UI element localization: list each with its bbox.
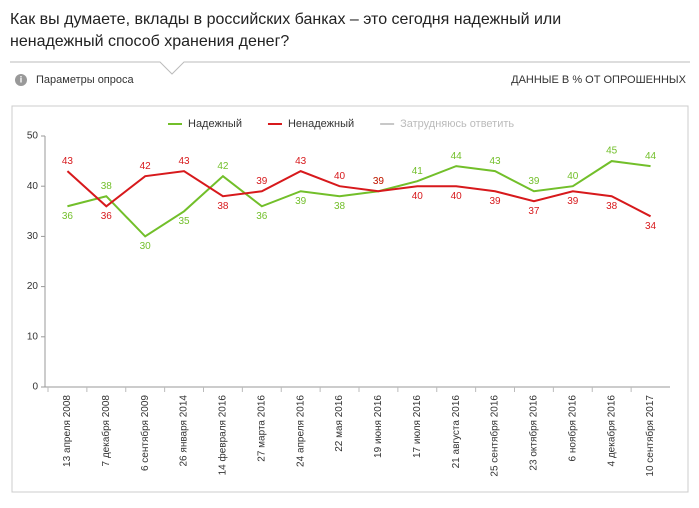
y-tick-label: 20 xyxy=(27,281,39,292)
value-label: 44 xyxy=(451,151,463,162)
x-tick-label: 19 июня 2016 xyxy=(373,395,384,458)
series-line xyxy=(66,170,652,218)
header-divider xyxy=(10,61,690,75)
chart-panel xyxy=(11,105,689,493)
y-tick-label: 0 xyxy=(32,382,38,393)
value-label: 43 xyxy=(179,156,191,167)
value-label: 43 xyxy=(62,156,74,167)
value-label: 36 xyxy=(256,211,268,222)
legend-label[interactable]: Надежный xyxy=(188,118,242,130)
y-tick-label: 50 xyxy=(27,131,39,142)
x-tick-label: 27 марта 2016 xyxy=(256,395,267,462)
x-tick-label: 14 февраля 2016 xyxy=(217,395,229,476)
value-label: 36 xyxy=(62,211,74,222)
value-label: 43 xyxy=(295,156,307,167)
x-tick-label: 4 декабря 2016 xyxy=(605,395,617,467)
value-label: 39 xyxy=(567,196,579,207)
value-label: 38 xyxy=(606,201,618,212)
x-tick-label: 26 января 2014 xyxy=(179,395,190,467)
x-tick-label: 6 сентября 2009 xyxy=(139,395,151,471)
value-label: 39 xyxy=(490,196,502,207)
value-label: 41 xyxy=(412,166,424,177)
title-line-2: ненадежный способ хранения денег? xyxy=(10,33,289,50)
value-label: 38 xyxy=(334,201,346,212)
legend-label[interactable]: Затрудняюсь ответить xyxy=(400,118,514,130)
x-tick-label: 23 октября 2016 xyxy=(528,395,540,471)
x-tick-label: 22 мая 2016 xyxy=(334,395,345,452)
value-label: 44 xyxy=(645,151,657,162)
value-label: 39 xyxy=(256,176,268,187)
value-label: 30 xyxy=(140,241,152,252)
x-tick-label: 6 ноября 2016 xyxy=(566,395,578,462)
value-label: 45 xyxy=(606,146,618,157)
value-label: 40 xyxy=(412,191,424,202)
y-tick-label: 10 xyxy=(27,331,39,342)
x-tick-label: 7 декабря 2008 xyxy=(100,395,112,467)
info-icon-glyph: i xyxy=(20,74,23,84)
info-icon[interactable] xyxy=(15,74,27,86)
y-tick-label: 40 xyxy=(27,181,39,192)
value-label: 40 xyxy=(451,191,463,202)
y-tick-label: 30 xyxy=(27,231,39,242)
value-label: 36 xyxy=(101,211,113,222)
value-label: 38 xyxy=(101,181,113,192)
units-note: ДАННЫЕ В % ОТ ОПРОШЕННЫХ xyxy=(511,74,687,86)
value-label: 37 xyxy=(528,206,540,217)
value-label: 42 xyxy=(140,161,152,172)
value-label: 40 xyxy=(567,171,579,182)
value-label: 35 xyxy=(179,216,191,227)
survey-params[interactable]: Параметры опроса xyxy=(36,74,135,86)
x-tick-label: 17 июля 2016 xyxy=(412,395,423,458)
value-label: 43 xyxy=(490,156,502,167)
title-line-1: Как вы думаете, вклады в российских банк… xyxy=(10,11,561,28)
value-label: 40 xyxy=(334,171,346,182)
value-label: 42 xyxy=(217,161,229,172)
legend-label[interactable]: Ненадежный xyxy=(288,118,354,130)
value-label: 39 xyxy=(295,196,307,207)
series-line xyxy=(67,160,651,238)
value-label: 38 xyxy=(217,201,229,212)
x-tick-label: 25 сентября 2016 xyxy=(489,395,501,477)
value-label: 39 xyxy=(373,176,385,187)
value-label: 39 xyxy=(373,176,385,187)
value-label: 39 xyxy=(528,176,540,187)
x-tick-label: 13 апреля 2008 xyxy=(62,395,73,467)
x-tick-label: 21 августа 2016 xyxy=(451,395,462,469)
x-tick-label: 24 апреля 2016 xyxy=(295,395,306,467)
value-label: 34 xyxy=(645,221,657,232)
x-tick-label: 10 сентября 2017 xyxy=(644,395,656,477)
